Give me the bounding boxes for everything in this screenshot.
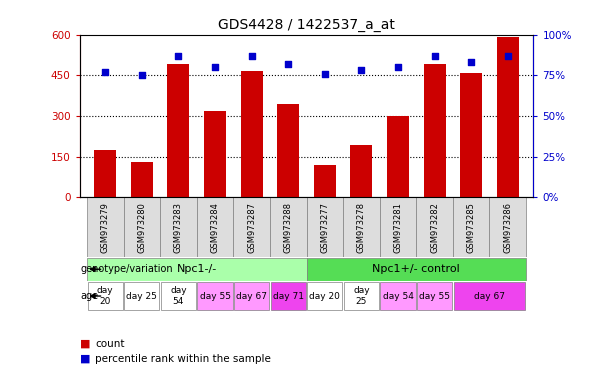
Bar <box>87 197 124 257</box>
Bar <box>204 111 226 197</box>
Text: GSM973280: GSM973280 <box>137 202 147 253</box>
Bar <box>453 197 489 257</box>
Point <box>357 67 367 73</box>
Text: day
25: day 25 <box>353 286 370 306</box>
Point <box>320 71 330 77</box>
Text: genotype/variation: genotype/variation <box>80 264 173 274</box>
Bar <box>417 282 452 310</box>
Text: percentile rank within the sample: percentile rank within the sample <box>95 354 271 364</box>
Bar <box>234 197 270 257</box>
Bar <box>344 282 379 310</box>
Bar <box>94 150 116 197</box>
Text: day 20: day 20 <box>310 291 340 301</box>
Bar <box>489 197 526 257</box>
Bar <box>87 258 306 281</box>
Bar <box>381 282 416 310</box>
Text: day 54: day 54 <box>383 291 413 301</box>
Point <box>101 69 110 75</box>
Bar <box>88 282 123 310</box>
Bar <box>351 144 372 197</box>
Bar <box>270 197 306 257</box>
Bar <box>497 37 519 197</box>
Bar <box>307 282 342 310</box>
Text: GSM973278: GSM973278 <box>357 202 366 253</box>
Point <box>393 64 403 70</box>
Bar <box>197 197 234 257</box>
Text: age: age <box>80 291 99 301</box>
Text: day
20: day 20 <box>97 286 113 306</box>
Bar <box>124 282 159 310</box>
Bar <box>241 71 262 197</box>
Point <box>430 53 440 59</box>
Bar <box>197 282 232 310</box>
Bar <box>131 162 153 197</box>
Text: ■: ■ <box>80 354 90 364</box>
Bar <box>160 197 197 257</box>
Point <box>283 61 293 67</box>
Bar <box>379 197 416 257</box>
Point <box>210 64 220 70</box>
Text: GSM973283: GSM973283 <box>174 202 183 253</box>
Point <box>173 53 183 59</box>
Point <box>503 53 512 59</box>
Point <box>246 53 256 59</box>
Text: GSM973281: GSM973281 <box>394 202 403 253</box>
Text: GSM973285: GSM973285 <box>466 202 476 253</box>
Text: GSM973279: GSM973279 <box>101 202 110 253</box>
Bar <box>306 258 526 281</box>
Bar <box>343 197 379 257</box>
Bar <box>161 282 196 310</box>
Text: Npc1+/- control: Npc1+/- control <box>372 264 460 274</box>
Text: day
54: day 54 <box>170 286 187 306</box>
Bar <box>460 73 482 197</box>
Bar <box>167 65 189 197</box>
Text: day 67: day 67 <box>236 291 267 301</box>
Title: GDS4428 / 1422537_a_at: GDS4428 / 1422537_a_at <box>218 18 395 32</box>
Text: GSM973282: GSM973282 <box>430 202 439 253</box>
Bar <box>271 282 306 310</box>
Bar <box>234 282 269 310</box>
Bar <box>124 197 160 257</box>
Text: GSM973288: GSM973288 <box>284 202 293 253</box>
Text: GSM973277: GSM973277 <box>320 202 329 253</box>
Text: GSM973286: GSM973286 <box>503 202 512 253</box>
Text: GSM973284: GSM973284 <box>210 202 219 253</box>
Text: day 55: day 55 <box>200 291 230 301</box>
Text: GSM973287: GSM973287 <box>247 202 256 253</box>
Text: ■: ■ <box>80 339 90 349</box>
Bar <box>277 104 299 197</box>
Text: Npc1-/-: Npc1-/- <box>177 264 217 274</box>
Text: day 25: day 25 <box>126 291 158 301</box>
Bar <box>387 116 409 197</box>
Bar <box>306 197 343 257</box>
Bar <box>416 197 453 257</box>
Text: day 67: day 67 <box>474 291 505 301</box>
Text: count: count <box>95 339 124 349</box>
Point <box>466 59 476 65</box>
Text: day 71: day 71 <box>273 291 303 301</box>
Bar <box>454 282 525 310</box>
Point <box>137 72 147 78</box>
Text: day 55: day 55 <box>419 291 450 301</box>
Bar <box>314 165 336 197</box>
Bar <box>424 65 446 197</box>
